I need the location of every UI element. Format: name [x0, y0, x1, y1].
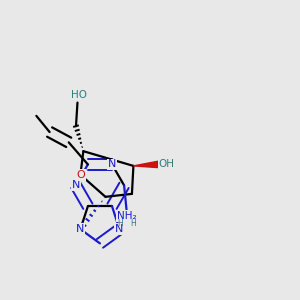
- Text: N: N: [72, 180, 80, 190]
- Text: OH: OH: [159, 159, 175, 169]
- Text: N: N: [76, 224, 85, 234]
- Text: H: H: [118, 218, 123, 227]
- Text: N: N: [108, 159, 116, 170]
- Text: N: N: [115, 224, 124, 234]
- Text: H: H: [130, 218, 136, 227]
- Text: O: O: [76, 170, 85, 180]
- Polygon shape: [134, 161, 159, 168]
- Text: HO: HO: [71, 90, 87, 100]
- Text: NH₂: NH₂: [117, 211, 137, 221]
